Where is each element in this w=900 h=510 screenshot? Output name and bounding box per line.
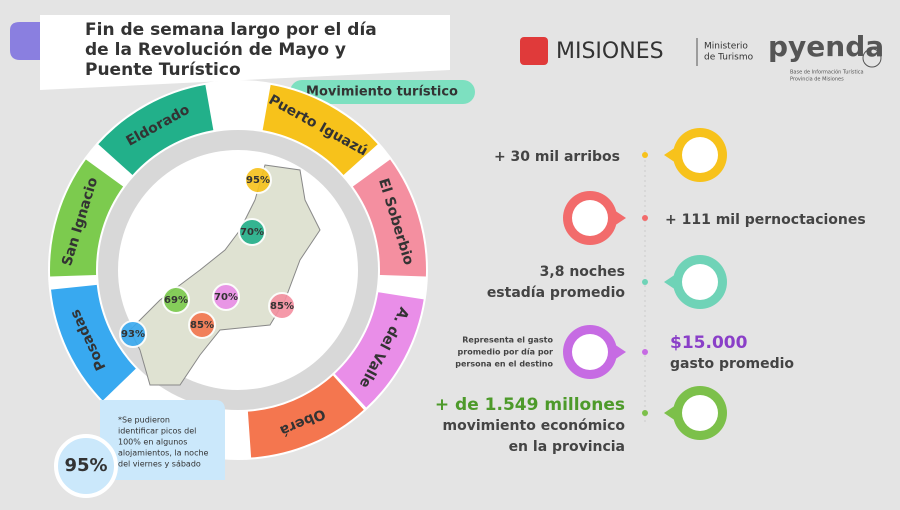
note-value: 95% [64,455,107,476]
stat-text: + 111 mil pernoctaciones [665,212,866,228]
timeline-dot [642,152,648,158]
title-line: Puente Turístico [85,60,241,80]
stat-text: $15.000 [670,333,748,353]
misiones-logo: MISIONES [556,39,664,64]
stat-side-text: Representa el gasto [462,336,553,345]
note-line: identificar picos del [118,427,196,436]
note-line: alojamientos, la noche [118,449,209,458]
note-line: *Se pudieron [118,416,170,425]
occupancy-label: 70% [240,227,264,238]
title-line: de la Revolución de Mayo y [85,40,346,60]
stat-text: estadía promedio [487,285,626,301]
stat-icon-inner [572,334,608,370]
stat-text: + de 1.549 millones [435,395,625,415]
destination-segment [352,159,426,277]
stat-text: movimiento económico [443,418,626,434]
destination-segment [98,84,214,175]
stat-side-text: persona en el destino [455,360,553,369]
stat-icon-inner [572,200,608,236]
occupancy-bubble [268,292,296,320]
timeline-dot [642,279,648,285]
stat-text: en la provincia [509,439,625,455]
stat-icon-inner [682,395,718,431]
occupancy-label: 93% [121,329,145,340]
ministry-line: de Turismo [704,53,754,63]
stat-icon-inner [682,137,718,173]
stat-text: 3,8 noches [540,264,625,280]
province-map [129,164,321,386]
pyenda-globe [862,48,882,68]
occupancy-label: 85% [190,320,214,331]
icon-pointer [614,344,626,360]
occupancy-label: 69% [164,295,188,306]
destination-segment [262,84,378,175]
title-banner [40,15,450,90]
note-line: del viernes y sábado [118,460,201,469]
pyenda-sub: Base de Información Turística [790,69,864,76]
icon-pointer [664,274,676,290]
occupancy-bubble [238,218,266,246]
stat-text: + 30 mil arribos [494,149,620,165]
icon-pointer [664,147,676,163]
occupancy-label: 70% [214,292,238,303]
timeline-dot [642,349,648,355]
occupancy-label: 95% [246,175,270,186]
occupancy-bubble [119,320,147,348]
occupancy-bubble [212,283,240,311]
occupancy-label: 85% [270,301,294,312]
destination-segment [50,159,124,277]
pyenda-sub: Provincia de Misiones [790,77,844,83]
ministry-line: Ministerio [704,42,748,52]
misiones-logo-icon [520,37,548,65]
stat-text: gasto promedio [670,356,794,372]
timeline-dot [642,410,648,416]
icon-pointer [614,210,626,226]
stat-icon-inner [682,264,718,300]
destination-segment [334,292,424,408]
timeline-dot [642,215,648,221]
note-bubble [100,400,225,480]
subtitle: Movimiento turístico [306,85,458,100]
note-line: 100% en algunos [118,438,187,447]
icon-pointer [664,405,676,421]
title-line: Fin de semana largo por el día [85,20,377,40]
occupancy-bubble [244,166,272,194]
note-circle [54,434,118,498]
stat-side-text: promedio por día por [458,348,554,357]
subtitle-badge [290,80,475,104]
pyenda-logo: pyenda [768,30,884,63]
occupancy-bubble [188,311,216,339]
occupancy-bubble [162,286,190,314]
destination-segment [51,284,136,401]
destination-segment [247,375,364,458]
